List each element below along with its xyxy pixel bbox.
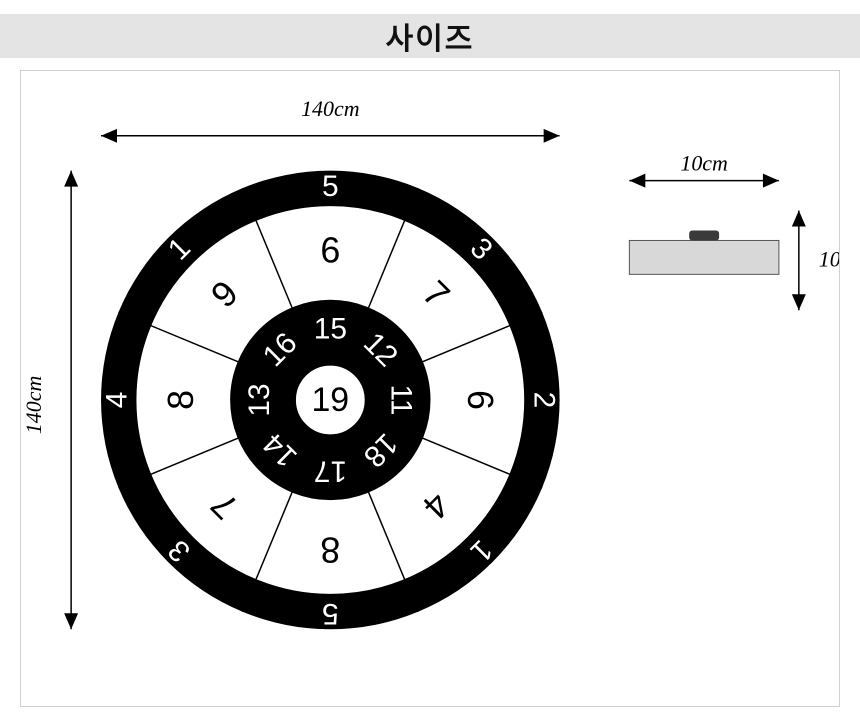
diagram-canvas: 140cm 140cm 5321534167648789151211181714… bbox=[20, 70, 840, 707]
third-ring-number: 15 bbox=[314, 313, 347, 346]
outer-ring-number: 2 bbox=[527, 392, 560, 409]
second-ring-number: 6 bbox=[460, 390, 500, 410]
page: 사이즈 140cm 140cm 532153416764878915121118… bbox=[0, 0, 860, 727]
dim-side-height-label: 10cm bbox=[819, 246, 839, 271]
second-ring-number: 8 bbox=[320, 530, 340, 570]
side-item bbox=[629, 230, 779, 274]
center-number: 19 bbox=[311, 381, 349, 419]
third-ring-number: 11 bbox=[385, 384, 418, 415]
outer-ring-number: 5 bbox=[322, 170, 339, 203]
second-ring-number: 6 bbox=[320, 230, 340, 270]
outer-ring-number: 5 bbox=[322, 597, 339, 630]
page-title: 사이즈 bbox=[386, 14, 475, 58]
title-bar: 사이즈 bbox=[0, 14, 860, 58]
dartboard: 5321534167648789151211181714131619 bbox=[100, 170, 560, 630]
second-ring-number: 8 bbox=[161, 390, 201, 410]
dim-dart-height-label: 140cm bbox=[21, 376, 46, 434]
third-ring-number: 17 bbox=[314, 454, 347, 487]
dim-side-height: 10cm bbox=[792, 211, 839, 311]
dim-side-width: 10cm bbox=[629, 151, 779, 188]
dim-dart-height: 140cm bbox=[21, 171, 78, 630]
dim-dart-width: 140cm bbox=[101, 96, 560, 143]
outer-ring-number: 4 bbox=[100, 392, 133, 409]
dim-side-width-label: 10cm bbox=[680, 151, 727, 176]
dim-dart-width-label: 140cm bbox=[301, 96, 359, 121]
third-ring-number: 13 bbox=[243, 383, 276, 416]
